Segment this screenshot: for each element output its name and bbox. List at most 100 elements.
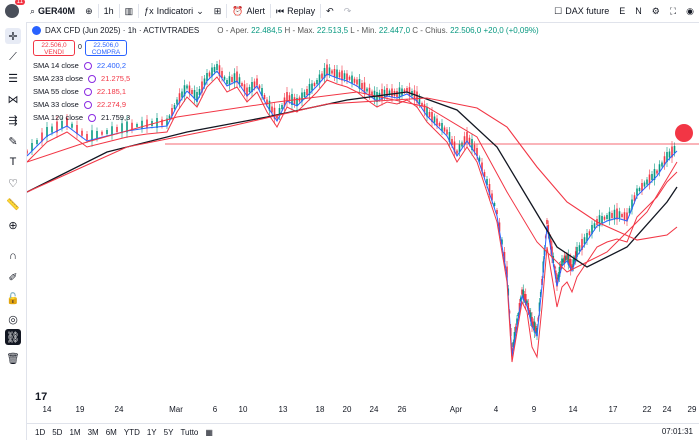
candle-body — [523, 294, 526, 300]
hide-tool[interactable]: ◎ — [5, 311, 21, 327]
pencil-lock-icon: ✐ — [8, 271, 18, 284]
interval-button[interactable]: 1h — [99, 0, 119, 22]
undo-button[interactable]: ↶ — [321, 0, 339, 22]
indicator-value: 22.400,2 — [96, 61, 127, 70]
magnet-tool[interactable]: ∩ — [5, 248, 21, 264]
snapshot-button[interactable]: ◉ — [681, 0, 699, 22]
candle-body — [288, 95, 291, 102]
buy-button[interactable]: 22.506,0 COMPRA — [85, 40, 127, 56]
candle-body — [513, 332, 516, 342]
watch-layout-button[interactable]: ☐ DAX future — [549, 0, 614, 22]
candle-body — [66, 118, 68, 126]
indicators-icon: ƒx — [144, 6, 154, 16]
symbol-search[interactable]: ⌕ GER40M — [25, 0, 80, 22]
candle-body — [101, 131, 103, 135]
forecast-tool[interactable]: ⇶ — [5, 112, 21, 128]
candle-body — [456, 150, 458, 154]
symbol-name: GER40M — [38, 6, 76, 16]
candle-body — [558, 267, 561, 277]
crosshair-tool[interactable]: ✛ — [5, 28, 21, 44]
lock-tool[interactable]: 🔓 — [5, 290, 21, 306]
layouts-button[interactable]: ⊞ — [209, 0, 227, 22]
brush-tool[interactable]: ✎ — [5, 133, 21, 149]
trendline-tool[interactable]: ⟋ — [5, 49, 21, 65]
user-avatar[interactable]: 11 — [5, 0, 25, 18]
magnet-icon: ∩ — [9, 250, 17, 262]
candle-body — [571, 265, 573, 269]
candle-body — [283, 97, 286, 107]
timeframe-button[interactable]: 1M — [69, 428, 81, 437]
indicator-value: 21.759,3 — [101, 113, 131, 122]
symbol-title[interactable]: DAX CFD (Jun 2025) · 1h · ACTIVTRADES — [45, 26, 200, 35]
candle-body — [253, 81, 256, 88]
candle-body — [546, 220, 548, 224]
calendar-icon[interactable]: ▦ — [205, 428, 213, 437]
candle-body — [196, 92, 198, 102]
price-chart[interactable] — [27, 22, 699, 405]
timeframe-button[interactable]: Tutto — [180, 428, 199, 437]
price-alert-marker[interactable] — [675, 124, 693, 142]
measure-tool[interactable]: 📏 — [5, 196, 21, 212]
zoom-tool[interactable]: ⊕ — [5, 217, 21, 233]
time-axis[interactable]: 14 19 24 Mar 6 10 13 18 20 24 26 Apr 4 9 14 17 22 24 29 — [27, 405, 699, 419]
pattern-tool[interactable]: ⋈ — [5, 91, 21, 107]
indicator-row[interactable]: SMA 120 close 21.759,3 — [33, 113, 130, 122]
time-tick: Mar — [169, 405, 183, 414]
n-button[interactable]: N — [630, 0, 647, 22]
settings-button[interactable]: ⚙ — [647, 0, 665, 22]
replay-label: Replay — [287, 6, 316, 16]
candle-body — [552, 256, 555, 263]
candle-body — [668, 151, 671, 158]
redo-button[interactable]: ↷ — [339, 0, 357, 22]
candle-body — [517, 313, 520, 316]
text-tool[interactable]: T — [5, 154, 21, 170]
settings-icon[interactable] — [83, 61, 92, 70]
candle-body — [318, 74, 321, 84]
timeframe-button[interactable]: 1Y — [146, 428, 157, 437]
settings-icon[interactable] — [88, 113, 97, 122]
indicators-button[interactable]: ƒx Indicatori ⌄ — [139, 0, 209, 22]
indicator-row[interactable]: SMA 233 close 21.275,5 — [33, 74, 130, 83]
indicator-row[interactable]: SMA 55 close 22.185,1 — [33, 87, 126, 96]
alert-label: Alert — [246, 6, 266, 16]
timeframe-button[interactable]: 5Y — [163, 428, 174, 437]
settings-icon[interactable] — [88, 74, 97, 83]
icon-tool[interactable]: ♡ — [5, 175, 21, 191]
n-label: N — [635, 6, 642, 16]
timeframe-button[interactable]: 5D — [52, 428, 63, 437]
delete-tool[interactable]: 🗑 — [5, 350, 21, 366]
candle-body — [526, 300, 528, 304]
fullscreen-icon: ⛶ — [669, 5, 677, 16]
candle-body — [521, 289, 523, 295]
timeframe-button[interactable]: 3M — [87, 428, 99, 437]
candle-body — [306, 89, 308, 95]
indicator-row[interactable]: SMA 33 close 22.274,9 — [33, 100, 126, 109]
alert-button[interactable]: ⏰ Alert — [227, 0, 270, 22]
settings-icon[interactable] — [83, 100, 92, 109]
add-symbol-button[interactable]: ⊕ — [80, 0, 98, 22]
timeframe-button[interactable]: 1D — [35, 428, 46, 437]
timeframe-button[interactable]: 6M — [105, 428, 117, 437]
fib-tool[interactable]: ☰ — [5, 70, 21, 86]
open-value: 22.484,5 — [251, 26, 283, 35]
text-icon: T — [9, 156, 17, 168]
fullscreen-button[interactable]: ⛶ — [665, 0, 681, 22]
e-button[interactable]: E — [614, 0, 630, 22]
candle-body — [468, 137, 471, 144]
candle-body — [198, 89, 201, 95]
settings-icon[interactable] — [83, 87, 92, 96]
candle-body — [493, 203, 496, 206]
indicator-row[interactable]: SMA 14 close 22.400,2 — [33, 61, 126, 70]
candle-body — [638, 188, 641, 191]
timeframe-button[interactable]: YTD — [123, 428, 140, 437]
chevron-down-icon: ⌄ — [196, 5, 204, 16]
candle-body — [366, 88, 368, 92]
sell-button[interactable]: 22.506,0 VENDI — [33, 40, 75, 56]
chart-type-button[interactable]: ▥ — [120, 0, 139, 22]
candle-body — [572, 259, 575, 268]
link-tool[interactable]: ⛓ — [5, 329, 21, 345]
replay-button[interactable]: ⏮ Replay — [271, 0, 320, 22]
square-icon: ☐ — [554, 5, 563, 16]
stay-drawing-tool[interactable]: ✐ — [5, 269, 21, 285]
candle-body — [286, 92, 288, 102]
